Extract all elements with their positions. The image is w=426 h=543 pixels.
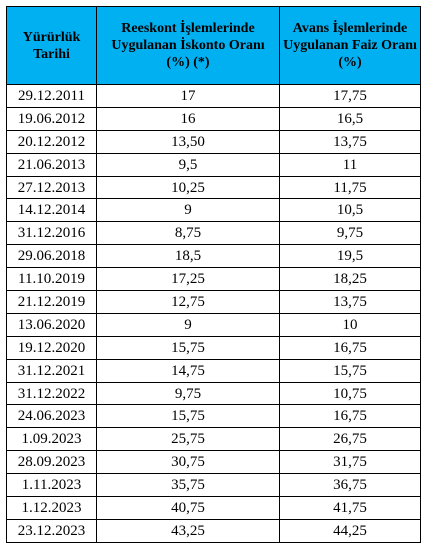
effective-date-cell: 29.12.2011 — [6, 84, 97, 108]
table-row: 28.09.2023 30,75 31,75 — [6, 450, 421, 475]
discount-rate-cell: 17 — [96, 84, 280, 108]
discount-rate-cell: 30,75 — [96, 450, 280, 475]
advance-rate-cell: 41,75 — [279, 496, 421, 520]
effective-date-cell: 14.12.2014 — [6, 198, 97, 223]
header-discount-rate-label: Reeskont İşlemlerinde Uygulanan İskonto … — [111, 21, 265, 70]
effective-date-cell: 27.12.2013 — [6, 175, 97, 200]
table-row: 23.12.2023 43,25 44,25 — [6, 518, 421, 543]
discount-rate-cell: 15,75 — [96, 335, 280, 360]
advance-rate-cell: 16,5 — [279, 106, 421, 131]
discount-rate-cell: 35,75 — [96, 473, 280, 498]
effective-date-cell: 19.06.2012 — [6, 106, 97, 131]
table-row: 24.06.2023 15,75 16,75 — [6, 404, 421, 429]
discount-rate-cell: 8,75 — [96, 221, 280, 246]
advance-rate-cell: 13,75 — [279, 129, 421, 154]
advance-rate-cell: 17,75 — [279, 84, 421, 108]
table-row: 20.12.2012 13,50 13,75 — [6, 129, 421, 154]
effective-date-cell: 19.12.2020 — [6, 335, 97, 360]
effective-date-cell: 21.12.2019 — [6, 290, 97, 314]
advance-rate-cell: 10,75 — [279, 381, 421, 406]
advance-rate-cell: 31,75 — [279, 450, 421, 475]
effective-date-cell: 31.12.2016 — [6, 221, 97, 246]
effective-date-cell: 31.12.2022 — [6, 381, 97, 406]
effective-date-cell: 23.12.2023 — [6, 518, 97, 543]
advance-rate-cell: 13,75 — [279, 290, 421, 314]
rates-table: Yürürlük Tarihi Reeskont İşlemlerinde Uy… — [6, 6, 421, 543]
discount-rate-cell: 9,5 — [96, 152, 280, 177]
discount-rate-cell: 10,25 — [96, 175, 280, 200]
advance-rate-cell: 18,25 — [279, 267, 421, 292]
advance-rate-cell: 44,25 — [279, 518, 421, 543]
table-row: 21.06.2013 9,5 11 — [6, 152, 421, 177]
advance-rate-cell: 15,75 — [279, 358, 421, 383]
discount-rate-cell: 9,75 — [96, 381, 280, 406]
header-advance-rate-label: Avans İşlemlerinde Uygulanan Faiz Oranı … — [283, 21, 417, 70]
discount-rate-cell: 17,25 — [96, 267, 280, 292]
discount-rate-cell: 14,75 — [96, 358, 280, 383]
discount-rate-cell: 12,75 — [96, 290, 280, 314]
effective-date-cell: 1.11.2023 — [6, 473, 97, 498]
advance-rate-cell: 10 — [279, 312, 421, 337]
table-row: 19.06.2012 16 16,5 — [6, 106, 421, 131]
advance-rate-cell: 16,75 — [279, 404, 421, 429]
discount-rate-cell: 9 — [96, 198, 280, 223]
table-row: 1.11.2023 35,75 36,75 — [6, 473, 421, 498]
header-discount-rate: Reeskont İşlemlerinde Uygulanan İskonto … — [96, 6, 280, 85]
discount-rate-cell: 18,5 — [96, 244, 280, 269]
discount-rate-cell: 16 — [96, 106, 280, 131]
table-body: 29.12.2011 17 17,75 19.06.2012 16 16,5 20.12.2… — [6, 84, 421, 543]
table-row: 14.12.2014 9 10,5 — [6, 198, 421, 223]
effective-date-cell: 1.12.2023 — [6, 496, 97, 520]
table-row: 29.12.2011 17 17,75 — [6, 84, 421, 108]
discount-rate-cell: 9 — [96, 312, 280, 337]
table-row: 11.10.2019 17,25 18,25 — [6, 267, 421, 292]
effective-date-cell: 31.12.2021 — [6, 358, 97, 383]
effective-date-cell: 28.09.2023 — [6, 450, 97, 475]
table-row: 27.12.2013 10,25 11,75 — [6, 175, 421, 200]
header-effective-date-label: Yürürlük Tarihi — [22, 29, 81, 62]
advance-rate-cell: 36,75 — [279, 473, 421, 498]
effective-date-cell: 11.10.2019 — [6, 267, 97, 292]
table-row: 31.12.2016 8,75 9,75 — [6, 221, 421, 246]
advance-rate-cell: 11 — [279, 152, 421, 177]
header-effective-date: Yürürlük Tarihi — [6, 6, 97, 85]
header-row: Yürürlük Tarihi Reeskont İşlemlerinde Uy… — [6, 6, 421, 85]
table-row: 29.06.2018 18,5 19,5 — [6, 244, 421, 269]
effective-date-cell: 21.06.2013 — [6, 152, 97, 177]
effective-date-cell: 24.06.2023 — [6, 404, 97, 429]
effective-date-cell: 13.06.2020 — [6, 312, 97, 337]
advance-rate-cell: 11,75 — [279, 175, 421, 200]
table-row: 19.12.2020 15,75 16,75 — [6, 335, 421, 360]
effective-date-cell: 29.06.2018 — [6, 244, 97, 269]
discount-rate-cell: 15,75 — [96, 404, 280, 429]
discount-rate-cell: 25,75 — [96, 427, 280, 452]
advance-rate-cell: 26,75 — [279, 427, 421, 452]
discount-rate-cell: 13,50 — [96, 129, 280, 154]
discount-rate-cell: 40,75 — [96, 496, 280, 520]
discount-rate-cell: 43,25 — [96, 518, 280, 543]
table-row: 21.12.2019 12,75 13,75 — [6, 290, 421, 314]
effective-date-cell: 1.09.2023 — [6, 427, 97, 452]
table-row: 13.06.2020 9 10 — [6, 312, 421, 337]
table-row: 31.12.2022 9,75 10,75 — [6, 381, 421, 406]
advance-rate-cell: 19,5 — [279, 244, 421, 269]
effective-date-cell: 20.12.2012 — [6, 129, 97, 154]
table-row: 31.12.2021 14,75 15,75 — [6, 358, 421, 383]
table-row: 1.09.2023 25,75 26,75 — [6, 427, 421, 452]
advance-rate-cell: 10,5 — [279, 198, 421, 223]
header-advance-rate: Avans İşlemlerinde Uygulanan Faiz Oranı … — [279, 6, 421, 85]
table-row: 1.12.2023 40,75 41,75 — [6, 496, 421, 520]
advance-rate-cell: 9,75 — [279, 221, 421, 246]
advance-rate-cell: 16,75 — [279, 335, 421, 360]
